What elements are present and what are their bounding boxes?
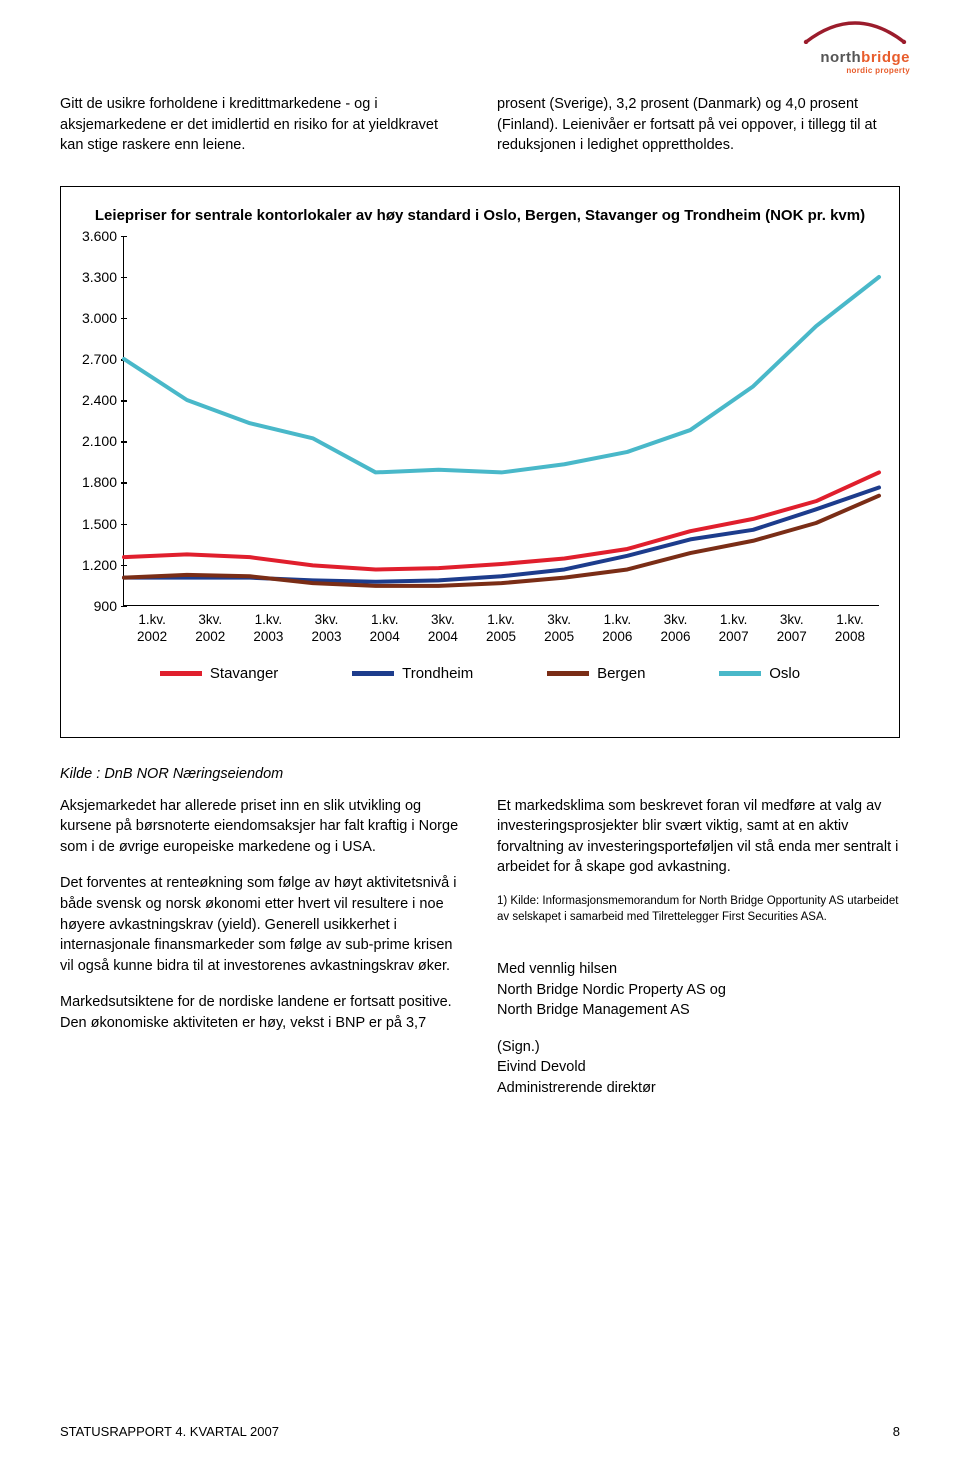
legend-label: Trondheim xyxy=(402,665,473,682)
x-tick-label: 1.kv.2003 xyxy=(239,612,297,646)
closing-line-1: Med vennlig hilsen xyxy=(497,959,900,980)
legend-swatch xyxy=(160,671,202,676)
closing-line-3: North Bridge Management AS xyxy=(497,1000,900,1021)
y-tick-label: 2.100 xyxy=(82,433,117,449)
y-tick-mark xyxy=(121,606,127,608)
logo-arc-icon xyxy=(800,18,910,44)
legend-label: Oslo xyxy=(769,665,800,682)
x-axis-labels: 1.kv.20023kv.20021.kv.20033kv.20031.kv.2… xyxy=(123,612,879,646)
legend-item-stavanger: Stavanger xyxy=(160,665,278,682)
x-tick-label: 3kv.2002 xyxy=(181,612,239,646)
x-tick-label: 3kv.2003 xyxy=(297,612,355,646)
x-tick-label: 1.kv.2008 xyxy=(821,612,879,646)
page-footer: STATUSRAPPORT 4. KVARTAL 2007 8 xyxy=(60,1424,900,1439)
x-tick-label: 3kv.2007 xyxy=(763,612,821,646)
footer-page-number: 8 xyxy=(893,1424,900,1439)
legend-item-bergen: Bergen xyxy=(547,665,645,682)
chart-source: Kilde : DnB NOR Næringseiendom xyxy=(60,766,900,782)
chart-container: Leiepriser for sentrale kontorlokaler av… xyxy=(60,186,900,738)
series-line-trondheim xyxy=(124,487,879,581)
footer-left: STATUSRAPPORT 4. KVARTAL 2007 xyxy=(60,1424,279,1439)
chart-legend: Stavanger Trondheim Bergen Oslo xyxy=(123,665,837,682)
x-tick-label: 1.kv.2004 xyxy=(356,612,414,646)
x-tick-label: 1.kv.2002 xyxy=(123,612,181,646)
series-line-oslo xyxy=(124,277,879,472)
logo-word-1: north xyxy=(820,49,861,66)
x-tick-label: 3kv.2006 xyxy=(646,612,704,646)
legend-swatch xyxy=(547,671,589,676)
x-tick-label: 1.kv.2007 xyxy=(705,612,763,646)
lower-left-p1: Aksjemarkedet har allerede priset inn en… xyxy=(60,796,463,858)
y-tick-label: 2.400 xyxy=(82,392,117,408)
y-tick-label: 2.700 xyxy=(82,351,117,367)
legend-label: Stavanger xyxy=(210,665,278,682)
y-tick-label: 1.200 xyxy=(82,557,117,573)
x-tick-label: 3kv.2005 xyxy=(530,612,588,646)
x-tick-label: 3kv.2004 xyxy=(414,612,472,646)
plot-region xyxy=(123,236,879,606)
series-line-stavanger xyxy=(124,472,879,569)
lower-left-p3: Markedsutsiktene for de nordiske landene… xyxy=(60,992,463,1033)
x-tick-label: 1.kv.2005 xyxy=(472,612,530,646)
logo-brand: northbridge xyxy=(800,49,910,66)
signatory-name: Eivind Devold xyxy=(497,1057,900,1078)
y-tick-label: 1.500 xyxy=(82,516,117,532)
top-right-paragraph: prosent (Sverige), 3,2 prosent (Danmark)… xyxy=(497,94,900,156)
closing-line-2: North Bridge Nordic Property AS og xyxy=(497,980,900,1001)
lower-left-p2: Det forventes at renteøkning som følge a… xyxy=(60,873,463,976)
legend-swatch xyxy=(352,671,394,676)
top-text-columns: Gitt de usikre forholdene i kredittmarke… xyxy=(60,94,900,156)
legend-item-oslo: Oslo xyxy=(719,665,800,682)
legend-label: Bergen xyxy=(597,665,645,682)
logo-tagline: nordic property xyxy=(800,66,910,75)
chart-lines-svg xyxy=(124,236,879,605)
y-tick-label: 3.600 xyxy=(82,228,117,244)
lower-left-column: Aksjemarkedet har allerede priset inn en… xyxy=(60,796,463,1115)
y-axis: 3.6003.3003.0002.7002.4002.1001.8001.500… xyxy=(71,236,121,606)
legend-swatch xyxy=(719,671,761,676)
company-logo: northbridge nordic property xyxy=(800,18,910,75)
lower-text-columns: Aksjemarkedet har allerede priset inn en… xyxy=(60,796,900,1115)
y-tick-label: 3.000 xyxy=(82,310,117,326)
y-tick-label: 1.800 xyxy=(82,474,117,490)
footnote: 1) Kilde: Informasjonsmemorandum for Nor… xyxy=(497,894,900,925)
chart-plot-area: 3.6003.3003.0002.7002.4002.1001.8001.500… xyxy=(123,236,879,606)
signatory-title: Administrerende direktør xyxy=(497,1078,900,1099)
x-tick-label: 1.kv.2006 xyxy=(588,612,646,646)
signature-mark: (Sign.) xyxy=(497,1037,900,1058)
lower-right-column: Et markedsklima som beskrevet foran vil … xyxy=(497,796,900,1115)
top-left-paragraph: Gitt de usikre forholdene i kredittmarke… xyxy=(60,94,463,156)
legend-item-trondheim: Trondheim xyxy=(352,665,473,682)
chart-title: Leiepriser for sentrale kontorlokaler av… xyxy=(71,205,889,226)
y-tick-label: 3.300 xyxy=(82,269,117,285)
lower-right-p1: Et markedsklima som beskrevet foran vil … xyxy=(497,796,900,878)
logo-word-2: bridge xyxy=(861,49,910,66)
series-line-bergen xyxy=(124,495,879,585)
y-tick-label: 900 xyxy=(94,598,117,614)
